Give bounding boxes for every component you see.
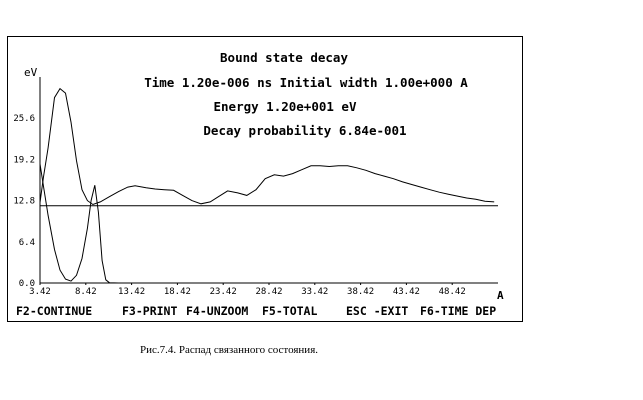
function-key-3[interactable]: F4-UNZOOM bbox=[186, 304, 248, 318]
x-tick-label: 23.42 bbox=[210, 287, 237, 297]
y-tick-label: 19.2 bbox=[13, 155, 35, 165]
x-tick-label: 13.42 bbox=[118, 287, 145, 297]
function-key-4[interactable]: F5-TOTAL bbox=[262, 304, 317, 318]
y-tick-label: 12.8 bbox=[13, 197, 35, 207]
function-key-1[interactable]: F2-CONTINUE bbox=[16, 304, 92, 318]
function-key-5[interactable]: ESC -EXIT bbox=[346, 304, 408, 318]
y-tick-label: 6.4 bbox=[19, 238, 35, 248]
function-key-6[interactable]: F6-TIME DEP bbox=[420, 304, 496, 318]
chart-title: Bound state decay bbox=[220, 50, 348, 65]
x-tick-label: 33.42 bbox=[301, 287, 328, 297]
x-tick-label: 28.42 bbox=[255, 287, 282, 297]
x-tick-label: 43.42 bbox=[393, 287, 420, 297]
x-tick-label: 18.42 bbox=[164, 287, 191, 297]
series-line-1 bbox=[39, 87, 495, 206]
y-tick-label: 25.6 bbox=[13, 114, 35, 124]
y-axis-label: eV bbox=[24, 66, 38, 79]
x-tick-label: 38.42 bbox=[347, 287, 374, 297]
figure-caption: Рис.7.4. Распад связанного состояния. bbox=[140, 344, 318, 356]
x-tick-label: 3.42 bbox=[29, 287, 51, 297]
x-tick-label: 8.42 bbox=[75, 287, 97, 297]
function-key-2[interactable]: F3-PRINT bbox=[122, 304, 177, 318]
x-tick-label: 48.42 bbox=[439, 287, 466, 297]
plot-window: Bound state decay Time 1.20e-006 ns Init… bbox=[7, 36, 523, 322]
series-line-2 bbox=[39, 163, 495, 284]
plot-canvas: Bound state decay Time 1.20e-006 ns Init… bbox=[13, 50, 504, 318]
decay-probability: Decay probability 6.84e-001 bbox=[203, 123, 406, 138]
energy-info: Energy 1.20e+001 eV bbox=[214, 99, 357, 114]
y-tick-label: 0.0 bbox=[19, 279, 35, 289]
time-info: Time 1.20e-006 ns Initial width 1.00e+00… bbox=[144, 75, 468, 90]
x-axis-label: A bbox=[497, 289, 504, 302]
